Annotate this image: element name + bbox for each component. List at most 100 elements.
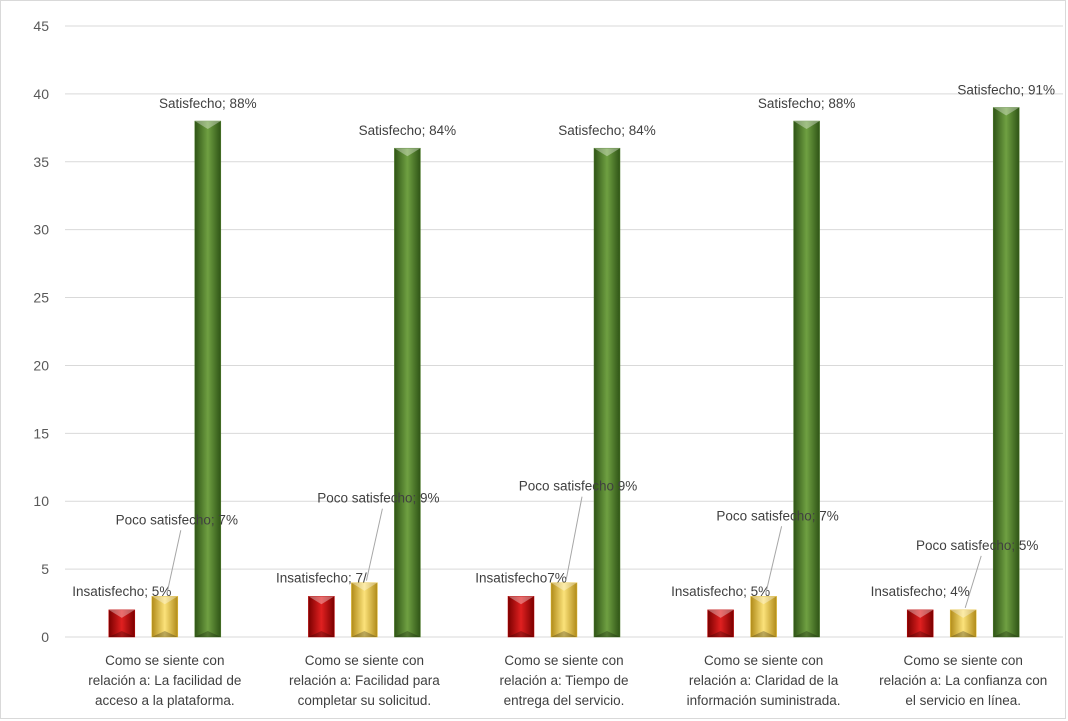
bar-cap — [993, 107, 1020, 116]
y-tick-label: 35 — [33, 154, 49, 170]
bar — [108, 609, 136, 638]
bar-cap — [551, 582, 577, 591]
category-label: Como se siente con relación a: Facilidad … — [289, 653, 440, 708]
bar-base — [351, 631, 378, 637]
bar-cap — [594, 148, 620, 157]
bar-cap — [394, 148, 421, 157]
bar-body — [949, 609, 977, 638]
bar-body — [394, 147, 421, 638]
bar-base — [594, 631, 620, 637]
y-tick-label: 30 — [33, 222, 49, 238]
bar-cap — [750, 596, 777, 605]
bar-base — [394, 631, 421, 637]
bar — [793, 120, 820, 638]
bar — [507, 596, 535, 638]
bar-cap — [508, 596, 534, 605]
bar-cap — [308, 596, 335, 605]
bars — [108, 107, 1020, 638]
y-tick-label: 40 — [33, 86, 49, 102]
leader-line — [166, 530, 182, 595]
bar-cap — [950, 609, 977, 618]
bar — [750, 596, 777, 638]
bar-base — [750, 631, 777, 637]
data-label: Poco satisfecho; 9% — [317, 491, 439, 506]
bar-base — [108, 631, 135, 637]
bar — [906, 609, 934, 638]
bar — [394, 147, 421, 638]
bar-base — [194, 631, 221, 637]
data-label: Poco satisfecho 9% — [519, 479, 638, 494]
bar-base — [907, 631, 934, 637]
leader-line — [964, 555, 982, 608]
data-label: Insatisfecho; 5% — [72, 584, 171, 599]
data-label: Insatisfecho; 7/ — [276, 570, 367, 585]
bar — [550, 582, 578, 638]
data-label: Satisfecho; 88% — [159, 96, 257, 111]
bar-body — [151, 596, 179, 638]
y-axis: 0 5 10 15 20 25 30 35 40 45 — [33, 18, 49, 645]
data-label: Insatisfecho; 5% — [671, 584, 770, 599]
bar-body — [308, 596, 335, 638]
y-tick-label: 15 — [33, 425, 49, 441]
gridlines — [65, 25, 1063, 638]
bar — [151, 596, 179, 638]
bar-base — [508, 631, 534, 637]
category-label: Como se siente con relación a: La facilid… — [88, 653, 241, 708]
bar-cap — [151, 596, 178, 605]
y-tick-label: 0 — [41, 629, 49, 645]
bar-base — [993, 631, 1020, 637]
bar-body — [707, 609, 734, 638]
bar-body — [793, 120, 820, 638]
bar-base — [151, 631, 178, 637]
bar-body — [351, 582, 378, 638]
bar — [194, 120, 222, 638]
bar-base — [308, 631, 335, 637]
bar-base — [793, 631, 820, 637]
bar — [351, 582, 378, 638]
data-label: Poco satisfecho; 7% — [716, 508, 838, 523]
bar-cap — [194, 121, 221, 130]
bar-cap — [707, 609, 734, 618]
bar-base — [551, 631, 577, 637]
data-label: Satisfecho; 84% — [558, 123, 656, 138]
y-tick-label: 10 — [33, 493, 49, 509]
x-axis: Como se siente con relación a: La facilid… — [88, 653, 1047, 708]
bar-base — [950, 631, 977, 637]
data-label: Poco satisfecho; 5% — [916, 538, 1038, 553]
leader-line — [365, 508, 383, 581]
bar-body — [108, 609, 136, 638]
data-label: Poco satisfecho; 7% — [116, 512, 238, 527]
data-labels: Insatisfecho; 5% Insatisfecho; 7/Insatisf… — [72, 82, 1055, 608]
category-label: Como se siente con relación a: Claridad d… — [687, 653, 841, 708]
bar — [949, 609, 977, 638]
bar — [308, 596, 335, 638]
bar-body — [507, 596, 535, 638]
data-label: Satisfecho; 91% — [957, 82, 1055, 97]
data-label: Satisfecho; 84% — [359, 123, 457, 138]
bar — [593, 147, 621, 638]
y-tick-label: 25 — [33, 290, 49, 306]
y-tick-label: 45 — [33, 18, 49, 34]
leader-line — [565, 496, 583, 581]
data-label: Insatisfecho7% — [475, 570, 567, 585]
bar-body — [550, 582, 578, 638]
bar-body — [194, 120, 222, 638]
bar-cap — [793, 121, 820, 130]
y-tick-label: 20 — [33, 357, 49, 373]
bar — [992, 107, 1020, 638]
bar — [707, 609, 734, 638]
bar-base — [707, 631, 734, 637]
bar-body — [593, 147, 621, 638]
bar-body — [992, 107, 1020, 638]
leader-line — [765, 526, 783, 595]
bar-body — [906, 609, 934, 638]
y-tick-label: 5 — [41, 561, 49, 577]
bar-cap — [907, 609, 934, 618]
data-label: Insatisfecho; 4% — [871, 584, 970, 599]
bar-cap — [108, 609, 135, 618]
category-label: Como se siente con relación a: Tiempo de e… — [499, 653, 628, 708]
bar-body — [750, 596, 777, 638]
data-label: Satisfecho; 88% — [758, 96, 856, 111]
